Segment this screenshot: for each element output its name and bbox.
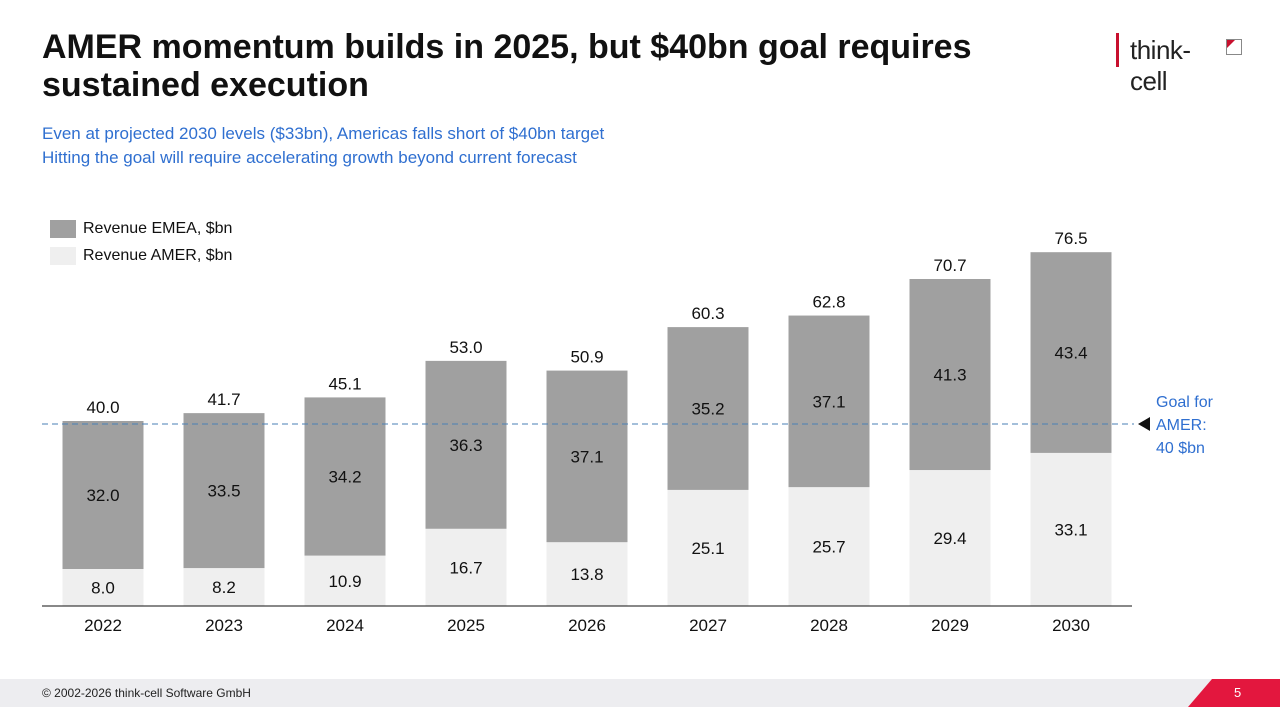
data-label-emea: 32.0 — [86, 486, 119, 505]
bar-amer — [1030, 452, 1112, 606]
total-label: 53.0 — [449, 338, 482, 357]
data-label-emea: 43.4 — [1054, 344, 1087, 363]
total-label: 60.3 — [691, 304, 724, 323]
bar-emea — [667, 327, 749, 490]
x-tick-label: 2023 — [205, 616, 243, 635]
bar-amer — [909, 470, 991, 606]
data-label-amer: 33.1 — [1054, 520, 1087, 539]
x-tick-label: 2025 — [447, 616, 485, 635]
total-label: 62.8 — [812, 293, 845, 312]
bar-amer — [546, 542, 628, 606]
data-label-amer: 13.8 — [570, 565, 603, 584]
data-label-emea: 37.1 — [812, 392, 845, 411]
legend-label-amer: Revenue AMER, $bn — [83, 247, 233, 265]
x-tick-label: 2029 — [931, 616, 969, 635]
goal-label-line-3: 40 $bn — [1156, 440, 1205, 457]
goal-arrow-icon — [1138, 417, 1150, 431]
data-label-amer: 25.7 — [812, 538, 845, 557]
goal-label: Goal for AMER: 40 $bn — [1156, 391, 1213, 460]
goal-label-line-1: Goal for — [1156, 394, 1213, 411]
data-label-amer: 10.9 — [328, 572, 361, 591]
x-tick-label: 2022 — [84, 616, 122, 635]
data-label-emea: 34.2 — [328, 468, 361, 487]
total-label: 70.7 — [933, 256, 966, 275]
data-label-emea: 33.5 — [207, 482, 240, 501]
data-label-amer: 16.7 — [449, 558, 482, 577]
legend-item-amer: Revenue AMER, $bn — [50, 247, 232, 265]
legend-item-emea: Revenue EMEA, $bn — [50, 220, 232, 238]
bar-emea — [546, 370, 628, 543]
total-label: 76.5 — [1054, 229, 1087, 248]
x-tick-label: 2027 — [689, 616, 727, 635]
x-tick-label: 2026 — [568, 616, 606, 635]
bar-amer — [788, 487, 870, 606]
page-title: AMER momentum builds in 2025, but $40bn … — [42, 28, 972, 104]
page-number: 5 — [1234, 685, 1242, 700]
logo-icon — [1226, 39, 1242, 55]
data-label-emea: 35.2 — [691, 400, 724, 419]
total-label: 41.7 — [207, 390, 240, 409]
data-label-emea: 36.3 — [449, 436, 482, 455]
data-label-amer: 29.4 — [933, 529, 966, 548]
copyright: © 2002-2026 think-cell Software GmbH — [42, 686, 251, 700]
total-label: 40.0 — [86, 398, 119, 417]
total-label: 45.1 — [328, 374, 361, 393]
bar-emea — [425, 360, 507, 529]
data-label-emea: 37.1 — [570, 447, 603, 466]
bar-emea — [1030, 252, 1112, 453]
subtitle-line-1: Even at projected 2030 levels ($33bn), A… — [42, 124, 605, 143]
logo-text: think-cell — [1130, 35, 1191, 96]
x-tick-label: 2024 — [326, 616, 364, 635]
x-tick-label: 2030 — [1052, 616, 1090, 635]
logo-bar — [1116, 33, 1119, 67]
data-label-amer: 8.2 — [212, 578, 236, 597]
bar-amer — [425, 528, 507, 606]
bar-amer — [183, 568, 265, 606]
page-number-badge: 5 — [1188, 679, 1280, 707]
x-tick-label: 2028 — [810, 616, 848, 635]
data-label-emea: 41.3 — [933, 366, 966, 385]
bar-amer — [304, 555, 386, 606]
footer: © 2002-2026 think-cell Software GmbH 5 — [0, 679, 1280, 707]
bar-emea — [62, 421, 144, 569]
legend-label-emea: Revenue EMEA, $bn — [83, 220, 233, 238]
bar-amer — [62, 569, 144, 606]
subtitle-line-2: Hitting the goal will require accelerati… — [42, 148, 577, 167]
data-label-amer: 25.1 — [691, 539, 724, 558]
bar-emea — [909, 279, 991, 471]
bar-emea — [183, 413, 265, 569]
bar-emea — [788, 315, 870, 488]
legend-swatch-amer — [50, 247, 76, 265]
data-label-amer: 8.0 — [91, 579, 115, 598]
bar-amer — [667, 489, 749, 606]
total-label: 50.9 — [570, 348, 603, 367]
legend-swatch-emea — [50, 220, 76, 238]
goal-label-line-2: AMER: — [1156, 417, 1207, 434]
